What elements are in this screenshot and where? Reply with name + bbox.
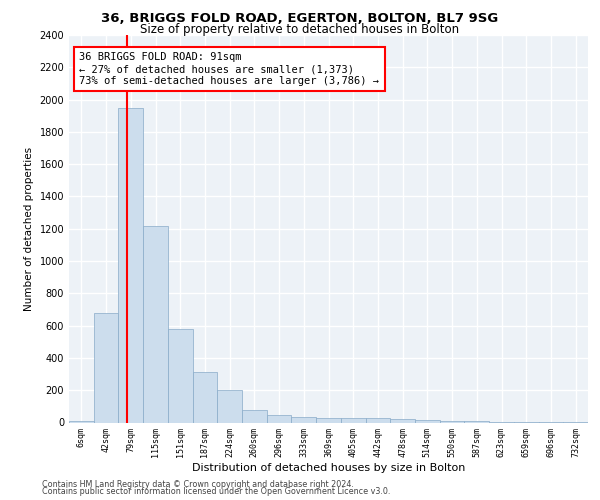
Bar (415, 420, 440, 422)
Bar (69, 421, 94, 422)
Bar (118, 108, 143, 422)
Bar (193, 372, 217, 422)
X-axis label: Distribution of detached houses by size in Bolton: Distribution of detached houses by size … (192, 463, 465, 473)
Bar (267, 415, 292, 422)
Bar (168, 329, 193, 422)
Bar (292, 417, 316, 422)
Text: Contains public sector information licensed under the Open Government Licence v3: Contains public sector information licen… (42, 487, 391, 496)
Text: 36 BRIGGS FOLD ROAD: 91sqm
← 27% of detached houses are smaller (1,373)
73% of s: 36 BRIGGS FOLD ROAD: 91sqm ← 27% of deta… (79, 52, 379, 86)
Bar (242, 410, 267, 422)
Text: 36, BRIGGS FOLD ROAD, EGERTON, BOLTON, BL7 9SG: 36, BRIGGS FOLD ROAD, EGERTON, BOLTON, B… (101, 12, 499, 26)
Bar (143, 226, 168, 422)
Bar (217, 390, 242, 422)
Bar (365, 418, 390, 422)
Text: Size of property relative to detached houses in Bolton: Size of property relative to detached ho… (140, 22, 460, 36)
Bar (390, 420, 415, 422)
Bar (316, 418, 341, 422)
Bar (341, 418, 365, 422)
Bar (464, 421, 489, 422)
Bar (94, 312, 118, 422)
Bar (440, 421, 464, 422)
Y-axis label: Number of detached properties: Number of detached properties (24, 146, 34, 311)
Text: Contains HM Land Registry data © Crown copyright and database right 2024.: Contains HM Land Registry data © Crown c… (42, 480, 354, 489)
